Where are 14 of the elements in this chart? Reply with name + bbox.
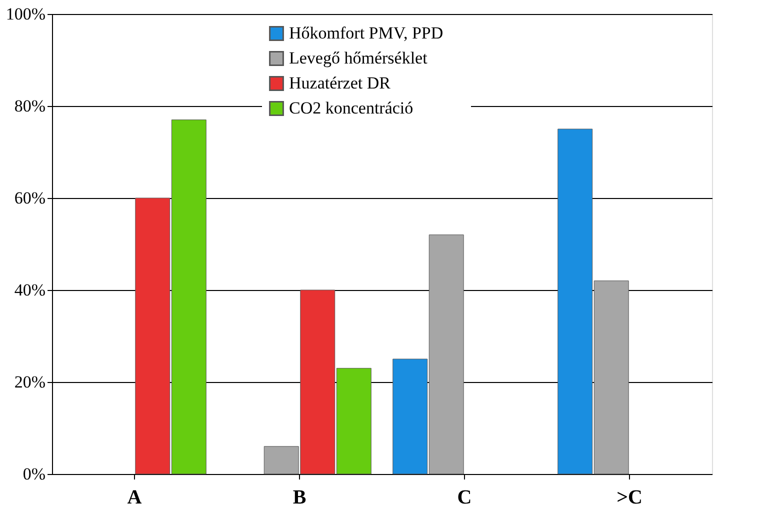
legend-label: Hőkomfort PMV, PPD xyxy=(289,24,444,42)
x-tick-label: >C xyxy=(616,486,642,508)
legend-label: Levegő hőmérséklet xyxy=(289,48,428,68)
y-tick-label: 0% xyxy=(22,464,46,484)
y-tick-label: 100% xyxy=(6,4,46,24)
x-tick-label: B xyxy=(292,486,306,508)
legend-label: Huzatérzet DR xyxy=(289,74,392,92)
legend-label: CO2 koncentráció xyxy=(289,98,414,118)
y-tick-label: 80% xyxy=(14,96,46,116)
x-tick-label: A xyxy=(127,486,142,508)
y-tick-label: 60% xyxy=(14,188,46,208)
y-tick-label: 20% xyxy=(14,372,46,392)
x-tick-label: C xyxy=(457,486,472,508)
y-tick-label: 40% xyxy=(14,280,46,300)
